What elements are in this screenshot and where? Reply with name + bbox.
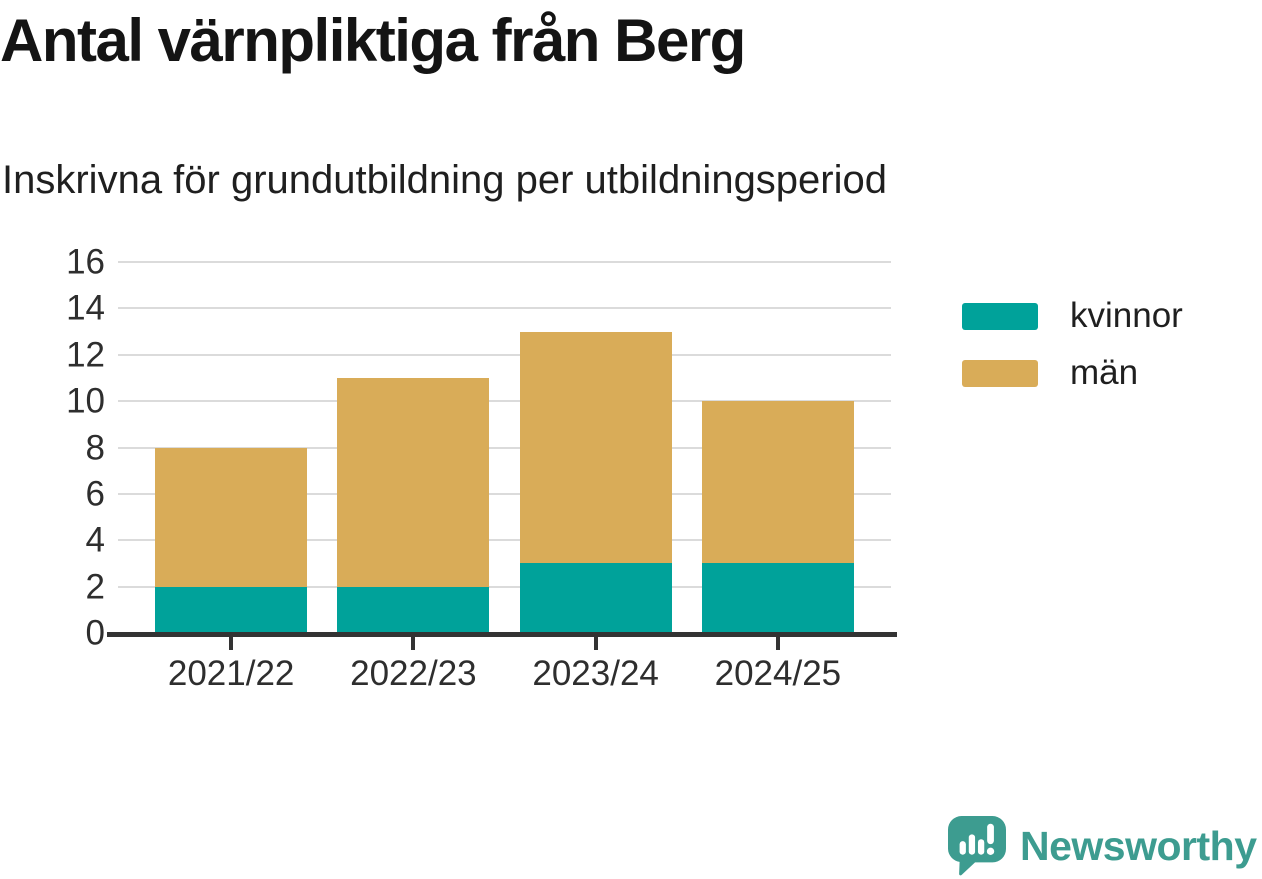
x-label-slot: 2024/25 [687, 654, 869, 702]
gridline [118, 353, 891, 356]
bars-row [118, 262, 891, 633]
gridline [118, 446, 891, 449]
legend: kvinnor män [962, 296, 1183, 410]
y-axis-labels: 0 2 4 6 8 10 12 14 16 [0, 245, 105, 651]
gridline [118, 261, 891, 263]
bar-segment-kvinnor [701, 563, 854, 633]
gridline [118, 585, 891, 588]
bar-stack-2023/24 [519, 331, 672, 633]
x-axis-tick [593, 637, 598, 650]
bar-stack-2022/23 [337, 377, 490, 633]
legend-item-män: män [962, 353, 1183, 393]
legend-label: män [1070, 353, 1139, 392]
bar-stack-2024/25 [701, 401, 854, 633]
gridline [118, 400, 891, 403]
y-axis-tick-label: 8 [85, 428, 105, 467]
x-axis-tick [411, 637, 416, 650]
x-tick-slot [505, 637, 687, 650]
gridline [118, 539, 891, 542]
chart-title: Antal värnpliktiga från Berg [0, 7, 746, 74]
bar-segment-kvinnor [337, 586, 490, 633]
x-axis-ticks [118, 637, 891, 650]
brand-footer: Newsworthy [948, 816, 1257, 876]
y-axis-tick-label: 10 [66, 381, 105, 421]
y-axis-tick-label: 2 [85, 567, 105, 607]
bar-segment-kvinnor [155, 586, 308, 633]
bar-slot [140, 262, 322, 633]
x-axis-tick [775, 637, 780, 650]
legend-swatch-kvinnor [962, 302, 1038, 330]
gridline [118, 492, 891, 495]
bar-slot [505, 262, 687, 633]
x-label-slot: 2023/24 [505, 654, 687, 702]
x-axis-tick-label: 2021/22 [167, 654, 295, 693]
brand-name: Newsworthy [1020, 822, 1257, 869]
x-axis-tick-label: 2023/24 [532, 654, 659, 693]
y-axis-tick-label: 6 [85, 474, 105, 514]
x-tick-slot [140, 637, 322, 650]
x-label-slot: 2021/22 [140, 654, 322, 702]
x-axis-tick-label: 2022/23 [350, 654, 477, 693]
bar-segment-män [701, 401, 854, 564]
y-axis-tick-label: 0 [85, 613, 105, 653]
bar-slot [322, 262, 504, 633]
x-label-slot: 2022/23 [322, 654, 504, 702]
bar-stack-2021/22 [155, 447, 308, 633]
x-tick-slot [322, 637, 504, 650]
bar-segment-kvinnor [519, 563, 672, 633]
bar-slot [687, 262, 869, 633]
x-tick-slot [687, 637, 869, 650]
x-axis-tick [229, 637, 234, 650]
x-axis-line [107, 632, 897, 637]
legend-label: kvinnor [1070, 296, 1183, 335]
legend-swatch-män [962, 359, 1038, 387]
gridline [118, 307, 891, 310]
bar-segment-män [155, 447, 308, 587]
y-axis-tick-label: 14 [66, 288, 105, 328]
bar-segment-män [519, 331, 672, 564]
legend-item-kvinnor: kvinnor [962, 296, 1183, 336]
plot-area [118, 261, 891, 633]
bar-segment-män [337, 377, 490, 587]
x-axis-labels: 2021/22 2022/23 2023/24 2024/25 [118, 654, 891, 702]
chart-subtitle: Inskrivna för grundutbildning per utbild… [2, 158, 887, 202]
y-axis-tick-label: 4 [85, 520, 105, 560]
newsworthy-logo-icon [948, 816, 1006, 876]
x-axis-tick-label: 2024/25 [714, 654, 842, 693]
y-axis-tick-label: 16 [66, 242, 105, 282]
y-axis-tick-label: 12 [66, 335, 105, 375]
